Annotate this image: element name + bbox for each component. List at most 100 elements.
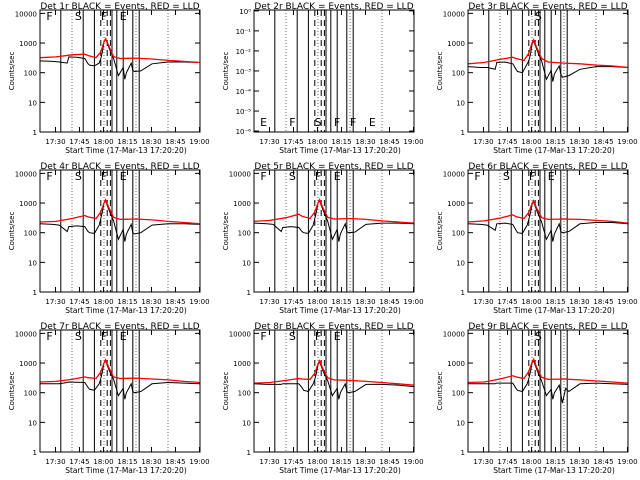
attenuator-letter: F <box>101 10 107 23</box>
x-tick-label: 17:30 <box>45 138 65 146</box>
x-tick-label: 17:45 <box>497 138 517 146</box>
y-tick-label: 1000 <box>19 200 37 208</box>
attenuator-letter: S <box>503 170 510 183</box>
x-tick-label: 18:45 <box>165 298 185 306</box>
y-tick-label: 100 <box>24 230 37 238</box>
y-tick-label: 10 <box>28 259 37 267</box>
series-lld-line <box>253 359 415 386</box>
y-tick-label: 100 <box>24 390 37 398</box>
y-tick-label: 10 <box>456 259 465 267</box>
y-tick-label: 100 <box>238 390 251 398</box>
y-tick-label: 10000 <box>15 10 37 18</box>
y-tick-label: 1 <box>461 129 465 137</box>
plot-frame <box>39 9 201 133</box>
y-axis-label: Counts/sec <box>436 52 444 91</box>
x-tick-label: 17:45 <box>283 458 303 466</box>
y-axis-label: Counts/sec <box>222 372 230 411</box>
series-events-line <box>39 199 201 242</box>
y-tick-label: 10 <box>456 419 465 427</box>
y-tick-label: 1000 <box>233 200 251 208</box>
x-tick-label: 18:30 <box>141 298 161 306</box>
y-tick-label: 10 <box>28 99 37 107</box>
y-tick-label: 100 <box>24 70 37 78</box>
y-axis-label: Counts/sec <box>8 372 16 411</box>
x-tick-label: 18:30 <box>569 458 589 466</box>
y-tick-label: 1000 <box>447 40 465 48</box>
x-tick-label: 19:00 <box>403 458 423 466</box>
y-tick-label: 10⁻⁴ <box>236 88 252 96</box>
y-tick-label: 1 <box>33 449 37 457</box>
plot-frame <box>467 329 629 453</box>
plot-frame <box>253 169 415 293</box>
x-tick-label: 18:00 <box>307 458 327 466</box>
x-tick-label: 18:00 <box>521 138 541 146</box>
y-tick-label: 10⁻⁵ <box>236 108 252 116</box>
x-tick-label: 17:30 <box>473 298 493 306</box>
x-tick-label: 17:45 <box>283 138 303 146</box>
attenuator-letter: E <box>120 10 127 23</box>
y-tick-label: 10⁻² <box>236 48 252 56</box>
y-axis-label: Counts/sec <box>436 212 444 251</box>
attenuator-letter: S <box>289 170 296 183</box>
attenuator-letter: E <box>120 330 127 343</box>
y-tick-label: 10 <box>28 419 37 427</box>
x-tick-label: 18:15 <box>545 138 565 146</box>
x-tick-label: 18:00 <box>307 138 327 146</box>
panel-title: Det 7r BLACK = Events, RED = LLD <box>40 322 199 332</box>
x-tick-label: 18:30 <box>355 298 375 306</box>
x-axis-label: Start Time (17-Mar-13 17:20:20) <box>65 146 187 155</box>
attenuator-letter: F <box>474 170 480 183</box>
x-tick-label: 17:45 <box>497 298 517 306</box>
x-tick-label: 17:30 <box>473 138 493 146</box>
x-tick-label: 18:45 <box>593 138 613 146</box>
y-tick-label: 100 <box>452 70 465 78</box>
series-lld-line <box>467 357 629 384</box>
x-tick-label: 18:00 <box>521 298 541 306</box>
y-axis-label: Counts/sec <box>436 372 444 411</box>
x-tick-label: 18:15 <box>545 298 565 306</box>
series-lld-line <box>39 198 201 225</box>
x-tick-label: 18:45 <box>379 298 399 306</box>
x-tick-label: 18:15 <box>331 138 351 146</box>
x-tick-label: 17:30 <box>259 138 279 146</box>
attenuator-letter: F <box>350 116 356 129</box>
y-tick-label: 10000 <box>443 170 465 178</box>
x-tick-label: 17:45 <box>283 298 303 306</box>
plot-frame <box>467 9 629 133</box>
series-lld-line <box>39 37 201 64</box>
y-tick-label: 10000 <box>443 330 465 338</box>
series-lld-line <box>467 38 629 69</box>
series-events-line <box>467 200 629 242</box>
x-tick-label: 18:15 <box>117 458 137 466</box>
x-tick-label: 18:30 <box>141 138 161 146</box>
attenuator-letter: F <box>289 116 295 129</box>
plot-frame <box>253 329 415 453</box>
x-tick-label: 18:45 <box>593 298 613 306</box>
x-tick-label: 17:45 <box>69 138 89 146</box>
x-tick-label: 18:00 <box>93 138 113 146</box>
attenuator-letter: E <box>260 116 267 129</box>
x-tick-label: 19:00 <box>189 298 209 306</box>
y-tick-label: 1 <box>247 289 251 297</box>
attenuator-letter: S <box>535 10 542 23</box>
x-tick-label: 18:15 <box>331 458 351 466</box>
attenuator-letter: F <box>46 170 52 183</box>
x-tick-label: 17:30 <box>45 458 65 466</box>
x-axis-label: Start Time (17-Mar-13 17:20:20) <box>493 466 615 475</box>
plot-frame <box>39 169 201 293</box>
y-tick-label: 1000 <box>19 40 37 48</box>
y-tick-label: 1 <box>33 129 37 137</box>
panel-title: Det 1r BLACK = Events, RED = LLD <box>40 2 199 12</box>
y-axis-label: Counts/sec <box>222 52 230 91</box>
y-tick-label: 10 <box>242 419 251 427</box>
y-tick-label: 1000 <box>233 360 251 368</box>
attenuator-letter: F <box>101 170 107 183</box>
x-tick-label: 17:30 <box>45 298 65 306</box>
y-tick-label: 1 <box>461 449 465 457</box>
